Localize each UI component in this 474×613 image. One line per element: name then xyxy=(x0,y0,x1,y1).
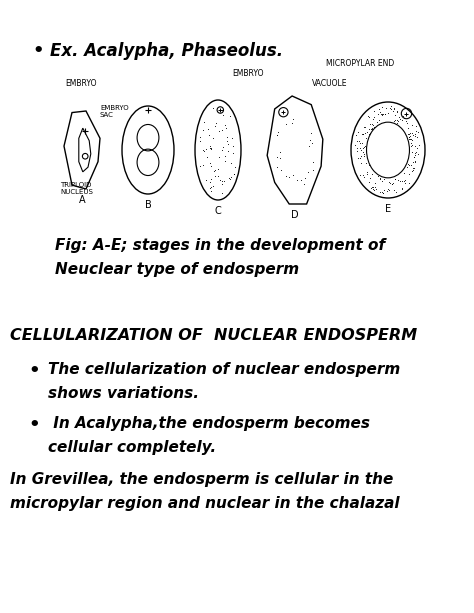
Text: TRIPLOID
NUCLEUS: TRIPLOID NUCLEUS xyxy=(60,182,93,195)
Text: •: • xyxy=(28,362,40,380)
Text: Fig: A-E; stages in the development of: Fig: A-E; stages in the development of xyxy=(55,238,385,253)
Text: MICROPYLAR END: MICROPYLAR END xyxy=(326,59,394,68)
Text: Neuclear type of endosperm: Neuclear type of endosperm xyxy=(55,262,299,277)
Text: A: A xyxy=(79,195,85,205)
Text: VACUOLE: VACUOLE xyxy=(312,79,348,88)
Text: D: D xyxy=(291,210,299,220)
Text: B: B xyxy=(145,200,151,210)
Ellipse shape xyxy=(283,126,313,185)
Text: EMBRYO
SAC: EMBRYO SAC xyxy=(100,105,128,118)
Text: The cellularization of nuclear endosperm: The cellularization of nuclear endosperm xyxy=(48,362,400,377)
Text: E: E xyxy=(385,204,391,214)
Text: shows variations.: shows variations. xyxy=(48,386,199,401)
Text: •: • xyxy=(28,416,40,434)
Text: cellular completely.: cellular completely. xyxy=(48,440,216,455)
Text: EMBRYO: EMBRYO xyxy=(65,79,97,88)
Text: Ex. Acalypha, Phaseolus.: Ex. Acalypha, Phaseolus. xyxy=(50,42,283,60)
Text: •: • xyxy=(32,42,44,60)
Text: In Acalypha,the endosperm becomes: In Acalypha,the endosperm becomes xyxy=(48,416,370,431)
Text: EMBRYO: EMBRYO xyxy=(232,69,264,78)
Text: C: C xyxy=(215,206,221,216)
Ellipse shape xyxy=(366,122,410,178)
Text: CELLULARIZATION OF  NUCLEAR ENDOSPERM: CELLULARIZATION OF NUCLEAR ENDOSPERM xyxy=(10,328,417,343)
Text: In Grevillea, the endosperm is cellular in the: In Grevillea, the endosperm is cellular … xyxy=(10,472,393,487)
Text: micropylar region and nuclear in the chalazal: micropylar region and nuclear in the cha… xyxy=(10,496,400,511)
